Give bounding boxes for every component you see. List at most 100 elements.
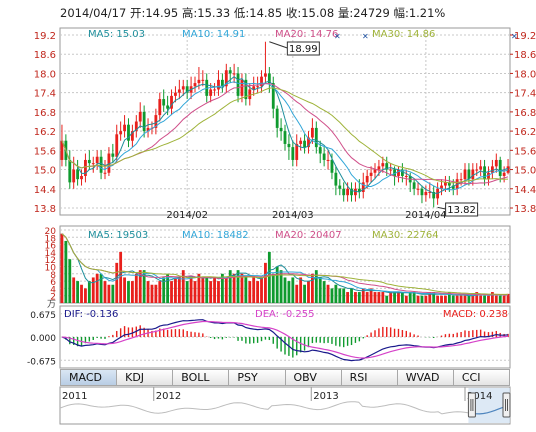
candle-body	[447, 182, 451, 186]
tab-kdj[interactable]: KDJ	[117, 369, 174, 386]
candle-body	[130, 131, 134, 141]
candle-body	[354, 188, 357, 196]
volume-bar	[197, 273, 201, 303]
volume-bar	[232, 273, 236, 303]
price-legend-1: MA10: 14.91	[182, 29, 245, 40]
volume-ma-line-1	[61, 233, 509, 296]
candle-body	[193, 83, 197, 87]
price-x-tick: 2014/03	[272, 210, 314, 221]
volume-bar	[416, 295, 420, 303]
volume-bar	[264, 262, 267, 303]
candle-body	[389, 169, 393, 171]
volume-bar	[130, 281, 134, 303]
candle-body	[326, 159, 330, 161]
volume-bar	[400, 292, 404, 303]
volume-unit-label: 万	[47, 300, 56, 310]
macd-y-tick: 0.000	[30, 334, 56, 344]
volume-bar	[385, 295, 389, 303]
volume-bar	[205, 277, 209, 303]
candle-body	[295, 143, 299, 160]
candle-body	[475, 169, 479, 171]
volume-y-tick: 12	[45, 256, 56, 266]
candle-body	[424, 191, 428, 196]
price-y-tick-right: 16.2	[514, 127, 536, 138]
volume-bar	[68, 259, 72, 303]
navigator-year-label: 2014	[467, 391, 492, 402]
navigator-handle[interactable]	[502, 392, 511, 418]
candle-body	[471, 169, 475, 180]
tab-rsi[interactable]: RSI	[341, 369, 398, 386]
volume-y-tick: 16	[45, 242, 57, 252]
price-y-tick-left: 13.8	[34, 204, 56, 215]
candle-body	[318, 147, 322, 154]
candle-body	[72, 169, 76, 183]
candle-body	[303, 140, 306, 148]
volume-y-tick: 2	[50, 293, 56, 303]
price-y-tick-left: 14.4	[34, 185, 56, 196]
candle-body	[361, 182, 365, 192]
volume-bar	[354, 292, 357, 303]
volume-bar	[498, 295, 502, 303]
volume-bar	[170, 281, 173, 303]
tab-cci[interactable]: CCI	[453, 369, 510, 386]
open-label: 开	[129, 6, 142, 20]
price-y-tick-right: 15.6	[514, 146, 536, 157]
volume-bar	[342, 288, 346, 303]
candle-body	[287, 143, 291, 148]
volume-bar	[154, 284, 158, 303]
volume-bar	[322, 281, 326, 303]
price-y-tick-left: 15.6	[34, 146, 56, 157]
volume-bar	[393, 292, 396, 303]
volume-bar	[64, 240, 68, 303]
volume-bar	[72, 277, 76, 303]
tab-boll[interactable]: BOLL	[173, 369, 230, 386]
candle-body	[506, 166, 510, 173]
volume-bar	[240, 273, 244, 303]
candle-body	[185, 86, 189, 93]
macd-y-tick: 0.675	[30, 311, 56, 321]
tab-wvad[interactable]: WVAD	[397, 369, 454, 386]
volume-bar	[271, 273, 275, 303]
price-y-tick-right: 19.2	[514, 31, 536, 42]
volume-bar	[350, 288, 353, 303]
candle-body	[299, 140, 303, 144]
candle-body	[68, 159, 72, 183]
tab-obv[interactable]: OBV	[285, 369, 342, 386]
price-legend-0: MA5: 15.03	[88, 29, 145, 40]
volume-bar	[260, 277, 263, 303]
volume-bar	[479, 295, 483, 303]
volume-bar	[436, 295, 440, 303]
annotation-box	[286, 41, 320, 56]
volume-bar	[111, 284, 115, 303]
volume-bar	[127, 281, 130, 303]
price-y-tick-left: 15.0	[34, 166, 56, 177]
candle-body	[444, 182, 447, 186]
tab-macd[interactable]: MACD	[60, 369, 118, 386]
navigator-handle[interactable]	[467, 392, 476, 418]
volume-bar	[459, 295, 463, 303]
volume-bar	[80, 284, 83, 303]
tab-psy[interactable]: PSY	[229, 369, 286, 386]
volume-bar	[291, 277, 295, 303]
volume-bar	[318, 277, 322, 303]
volume-bar	[346, 292, 350, 303]
candle-body	[271, 83, 275, 109]
volume-y-tick: 10	[45, 264, 57, 274]
volume-bar	[361, 288, 365, 303]
volume-bar	[283, 277, 287, 303]
volume-bar	[428, 292, 432, 303]
volume-legend-0: MA5: 19503	[88, 230, 148, 241]
volume-bar	[220, 273, 224, 303]
price-y-tick-left: 18.0	[34, 69, 56, 80]
volume-y-tick: 18	[45, 234, 57, 244]
price-x-tick: 2014/04	[405, 210, 447, 221]
candle-body	[463, 169, 467, 180]
candle-body	[373, 169, 377, 173]
candle-body	[107, 153, 111, 173]
candle-body	[338, 185, 342, 189]
candle-body	[314, 127, 318, 148]
price-y-tick-left: 19.2	[34, 31, 56, 42]
candle-body	[479, 166, 483, 170]
